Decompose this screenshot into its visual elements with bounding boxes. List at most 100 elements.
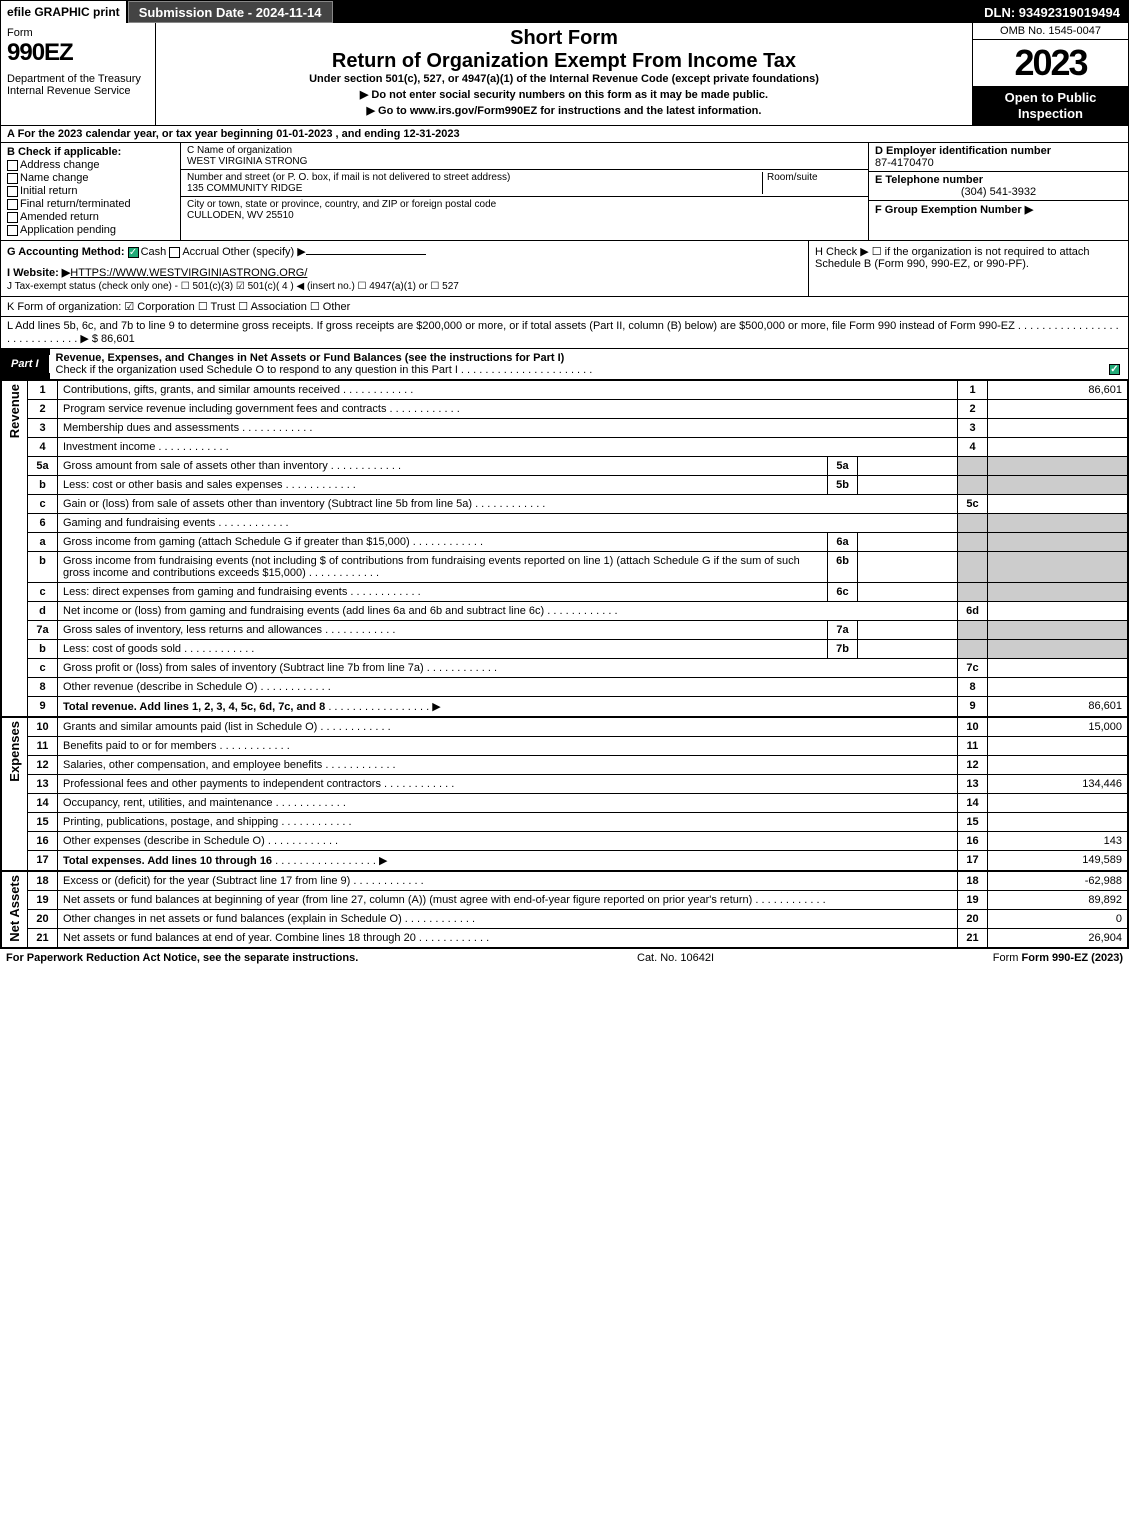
expenses-table: Expenses 10Grants and similar amounts pai… bbox=[1, 717, 1128, 871]
block-c-street-label: Number and street (or P. O. box, if mail… bbox=[187, 172, 510, 183]
right-line-number: 9 bbox=[958, 697, 988, 717]
block-b-label: B Check if applicable: bbox=[7, 146, 121, 158]
table-row: 11Benefits paid to or for members . . . … bbox=[2, 737, 1128, 756]
line-amount bbox=[988, 602, 1128, 621]
table-row: 12Salaries, other compensation, and empl… bbox=[2, 756, 1128, 775]
right-line-number: 14 bbox=[958, 794, 988, 813]
checkbox-address-change[interactable] bbox=[7, 160, 18, 171]
line-description: Grants and similar amounts paid (list in… bbox=[58, 718, 958, 737]
department-label: Department of the Treasury Internal Reve… bbox=[7, 73, 149, 97]
line-number: c bbox=[28, 495, 58, 514]
table-row: 7aGross sales of inventory, less returns… bbox=[2, 621, 1128, 640]
checkbox-schedule-o[interactable]: ✓ bbox=[1109, 364, 1120, 375]
line-number: 20 bbox=[28, 910, 58, 929]
right-line-number: 1 bbox=[958, 381, 988, 400]
line-description: Excess or (deficit) for the year (Subtra… bbox=[58, 872, 958, 891]
line-number: a bbox=[28, 533, 58, 552]
line-description: Gain or (loss) from sale of assets other… bbox=[58, 495, 958, 514]
form-title: Return of Organization Exempt From Incom… bbox=[162, 50, 966, 73]
right-line-number: 7c bbox=[958, 659, 988, 678]
form-subtitle: Under section 501(c), 527, or 4947(a)(1)… bbox=[162, 73, 966, 85]
line-number: c bbox=[28, 583, 58, 602]
checkbox-accrual[interactable] bbox=[169, 247, 180, 258]
inner-line-value bbox=[858, 476, 958, 495]
right-num-shaded bbox=[958, 583, 988, 602]
line-number: 17 bbox=[28, 851, 58, 871]
line-amount: 86,601 bbox=[988, 381, 1128, 400]
instructions-link[interactable]: ▶ Go to www.irs.gov/Form990EZ for instru… bbox=[162, 104, 966, 117]
table-row: 17Total expenses. Add lines 10 through 1… bbox=[2, 851, 1128, 871]
line-h-schedule-b: H Check ▶ ☐ if the organization is not r… bbox=[808, 241, 1128, 296]
block-d-label: D Employer identification number bbox=[875, 145, 1051, 157]
right-num-shaded bbox=[958, 457, 988, 476]
inner-line-number: 6b bbox=[828, 552, 858, 583]
dln-label: DLN: 93492319019494 bbox=[976, 1, 1128, 23]
line-description: Less: direct expenses from gaming and fu… bbox=[58, 583, 828, 602]
amount-shaded bbox=[988, 621, 1128, 640]
org-name: WEST VIRGINIA STRONG bbox=[187, 156, 307, 167]
checkbox-cash[interactable]: ✓ bbox=[128, 247, 139, 258]
line-amount bbox=[988, 659, 1128, 678]
part-1-header: Part I Revenue, Expenses, and Changes in… bbox=[1, 349, 1128, 380]
line-description: Total revenue. Add lines 1, 2, 3, 4, 5c,… bbox=[58, 697, 958, 717]
checkbox-initial-return[interactable] bbox=[7, 186, 18, 197]
line-number: 4 bbox=[28, 438, 58, 457]
table-row: 8Other revenue (describe in Schedule O) … bbox=[2, 678, 1128, 697]
right-num-shaded bbox=[958, 640, 988, 659]
part-1-check-line: Check if the organization used Schedule … bbox=[56, 364, 593, 376]
form-header: Form 990EZ Department of the Treasury In… bbox=[1, 23, 1128, 126]
line-amount bbox=[988, 514, 1128, 533]
line-description: Gross income from gaming (attach Schedul… bbox=[58, 533, 828, 552]
inner-line-value bbox=[858, 533, 958, 552]
netassets-table: Net Assets18Excess or (deficit) for the … bbox=[1, 871, 1128, 948]
table-row: 21Net assets or fund balances at end of … bbox=[2, 929, 1128, 948]
line-number: b bbox=[28, 476, 58, 495]
right-line-number: 10 bbox=[958, 718, 988, 737]
line-number: 18 bbox=[28, 872, 58, 891]
block-c-name-label: C Name of organization bbox=[187, 145, 292, 156]
line-amount: 0 bbox=[988, 910, 1128, 929]
form-number: 990EZ bbox=[7, 39, 149, 67]
right-line-number: 16 bbox=[958, 832, 988, 851]
line-amount bbox=[988, 737, 1128, 756]
line-number: d bbox=[28, 602, 58, 621]
line-a-tax-year: A For the 2023 calendar year, or tax yea… bbox=[1, 126, 1128, 143]
table-row: aGross income from gaming (attach Schedu… bbox=[2, 533, 1128, 552]
table-row: 15Printing, publications, postage, and s… bbox=[2, 813, 1128, 832]
efile-print-label[interactable]: efile GRAPHIC print bbox=[1, 1, 128, 23]
inner-line-number: 7b bbox=[828, 640, 858, 659]
line-amount: 149,589 bbox=[988, 851, 1128, 871]
line-i-label: I Website: ▶ bbox=[7, 267, 70, 279]
section-label: Expenses bbox=[2, 718, 28, 871]
table-row: 2Program service revenue including gover… bbox=[2, 400, 1128, 419]
inner-line-value bbox=[858, 583, 958, 602]
line-k-org-form: K Form of organization: ☑ Corporation ☐ … bbox=[1, 297, 1128, 317]
form-990ez: efile GRAPHIC print Submission Date - 20… bbox=[0, 0, 1129, 949]
line-amount: 134,446 bbox=[988, 775, 1128, 794]
checkbox-application-pending[interactable] bbox=[7, 225, 18, 236]
block-e-label: E Telephone number bbox=[875, 174, 983, 186]
checkbox-name-change[interactable] bbox=[7, 173, 18, 184]
right-line-number: 3 bbox=[958, 419, 988, 438]
paperwork-notice: For Paperwork Reduction Act Notice, see … bbox=[6, 952, 358, 964]
table-row: Revenue1Contributions, gifts, grants, an… bbox=[2, 381, 1128, 400]
line-number: 12 bbox=[28, 756, 58, 775]
table-row: Net Assets18Excess or (deficit) for the … bbox=[2, 872, 1128, 891]
line-description: Salaries, other compensation, and employ… bbox=[58, 756, 958, 775]
table-row: 6Gaming and fundraising events . . . . .… bbox=[2, 514, 1128, 533]
table-row: 20Other changes in net assets or fund ba… bbox=[2, 910, 1128, 929]
line-description: Membership dues and assessments . . . . … bbox=[58, 419, 958, 438]
website-link[interactable]: HTTPS://WWW.WESTVIRGINIASTRONG.ORG/ bbox=[70, 267, 307, 279]
ssn-warning: ▶ Do not enter social security numbers o… bbox=[162, 88, 966, 101]
table-row: 16Other expenses (describe in Schedule O… bbox=[2, 832, 1128, 851]
line-description: Less: cost or other basis and sales expe… bbox=[58, 476, 828, 495]
line-amount: 143 bbox=[988, 832, 1128, 851]
right-line-number: 6d bbox=[958, 602, 988, 621]
table-row: Expenses10Grants and similar amounts pai… bbox=[2, 718, 1128, 737]
line-number: 15 bbox=[28, 813, 58, 832]
checkbox-final-return[interactable] bbox=[7, 199, 18, 210]
checkbox-amended-return[interactable] bbox=[7, 212, 18, 223]
amount-shaded bbox=[988, 640, 1128, 659]
line-description: Gross profit or (loss) from sales of inv… bbox=[58, 659, 958, 678]
block-b-checkboxes: B Check if applicable: Address change Na… bbox=[1, 143, 181, 240]
